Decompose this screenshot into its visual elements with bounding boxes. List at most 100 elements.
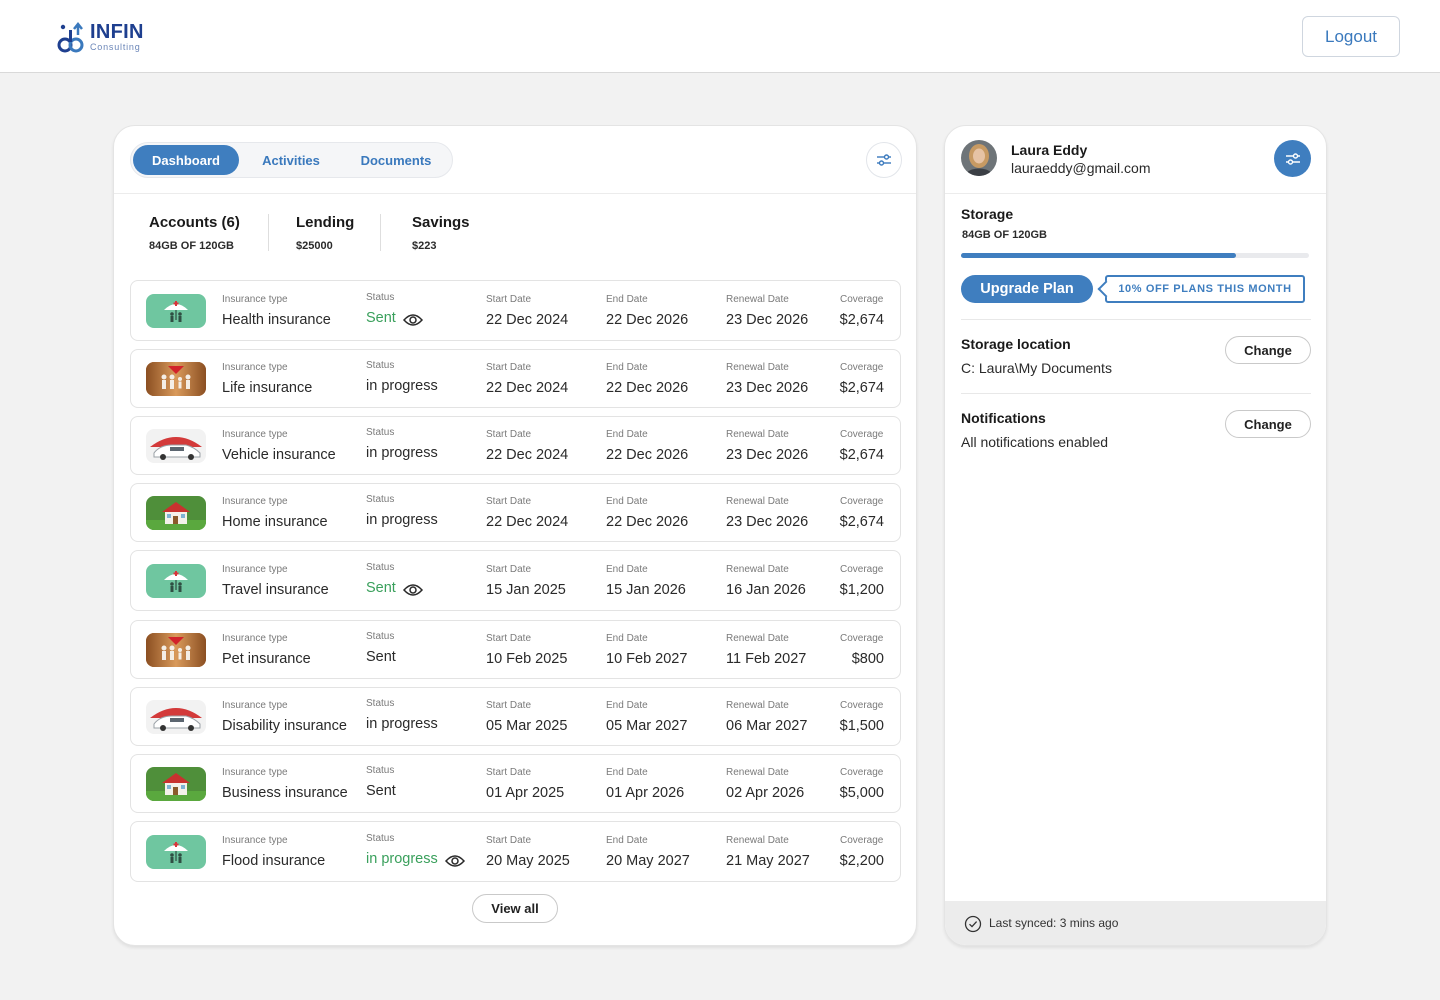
renewal-value: 11 Feb 2027 xyxy=(726,651,807,667)
type-label: Insurance type xyxy=(222,767,288,778)
family-icon xyxy=(146,633,206,667)
type-value: Flood insurance xyxy=(222,853,326,869)
tab-activities[interactable]: Activities xyxy=(262,152,320,168)
status-label: Status xyxy=(366,427,395,438)
policy-row[interactable]: Insurance type Health insurance Status Sent… xyxy=(130,280,901,341)
status-label: Status xyxy=(366,765,395,776)
status-label: Status xyxy=(366,562,395,573)
avatar[interactable] xyxy=(961,140,997,176)
summary-label: Lending xyxy=(296,214,355,231)
policy-row[interactable]: Insurance type Life insurance Status in pro… xyxy=(130,349,901,408)
eye-icon[interactable] xyxy=(402,583,424,597)
house-icon xyxy=(146,496,206,530)
coverage-value: $1,200 xyxy=(839,582,884,598)
filter-button[interactable] xyxy=(866,142,902,178)
summary-lending: Lending $25000 xyxy=(296,214,354,252)
type-label: Insurance type xyxy=(222,362,288,373)
change-notifications-button[interactable]: Change xyxy=(1225,410,1311,438)
status-value: in progress xyxy=(366,716,438,732)
start-value: 01 Apr 2025 xyxy=(486,785,565,801)
end-value: 10 Feb 2027 xyxy=(606,651,688,667)
type-value: Health insurance xyxy=(222,312,331,328)
type-label: Insurance type xyxy=(222,496,288,507)
start-value: 22 Dec 2024 xyxy=(486,447,569,463)
type-label: Insurance type xyxy=(222,633,288,644)
coverage-label: Coverage xyxy=(840,362,884,373)
coverage-label: Coverage xyxy=(840,429,884,440)
summary-value: $223 xyxy=(412,240,437,252)
policy-row[interactable]: Insurance type Home insurance Status in pro… xyxy=(130,483,901,542)
coverage-value: $2,674 xyxy=(839,514,884,530)
renewal-value: 21 May 2027 xyxy=(726,853,810,869)
eye-icon[interactable] xyxy=(402,313,424,327)
policy-row[interactable]: Insurance type Travel insurance Status Sent… xyxy=(130,550,901,611)
storage-progress-bar xyxy=(961,253,1309,258)
status-value: in progress xyxy=(366,512,438,528)
summary-savings: Savings $223 xyxy=(412,214,470,252)
coverage-label: Coverage xyxy=(840,767,884,778)
profile-filter-button[interactable] xyxy=(1274,140,1311,177)
divider xyxy=(961,393,1311,394)
tab-dashboard[interactable]: Dashboard xyxy=(133,145,239,175)
type-value: Travel insurance xyxy=(222,582,329,598)
status-label: Status xyxy=(366,494,395,505)
coverage-value: $2,200 xyxy=(839,853,884,869)
renewal-label: Renewal Date xyxy=(726,700,789,711)
policy-row[interactable]: Insurance type Business insurance Status Se… xyxy=(130,754,901,813)
policy-row[interactable]: Insurance type Pet insurance Status Sent Sta… xyxy=(130,620,901,679)
renewal-label: Renewal Date xyxy=(726,767,789,778)
car-icon xyxy=(146,700,206,734)
renewal-value: 16 Jan 2026 xyxy=(726,582,806,598)
type-value: Business insurance xyxy=(222,785,348,801)
logout-button[interactable]: Logout xyxy=(1302,16,1400,57)
end-value: 22 Dec 2026 xyxy=(606,447,689,463)
coverage-label: Coverage xyxy=(840,700,884,711)
infin-logo[interactable]: INFIN Consulting xyxy=(56,20,144,54)
renewal-label: Renewal Date xyxy=(726,496,789,507)
coverage-label: Coverage xyxy=(840,496,884,507)
status-label: Status xyxy=(366,833,395,844)
policy-row[interactable]: Insurance type Flood insurance Status in pr… xyxy=(130,821,901,882)
renewal-label: Renewal Date xyxy=(726,294,789,305)
coverage-value: $2,674 xyxy=(839,312,884,328)
tab-bar: Dashboard Activities Documents xyxy=(130,142,453,178)
end-value: 22 Dec 2026 xyxy=(606,380,689,396)
end-value: 20 May 2027 xyxy=(606,853,690,869)
renewal-value: 23 Dec 2026 xyxy=(726,514,809,530)
coverage-label: Coverage xyxy=(840,294,884,305)
notifications-value: All notifications enabled xyxy=(961,434,1109,450)
start-label: Start Date xyxy=(486,633,532,644)
status-value: Sent xyxy=(366,310,396,326)
renewal-label: Renewal Date xyxy=(726,564,789,575)
tab-documents[interactable]: Documents xyxy=(360,152,432,168)
coverage-label: Coverage xyxy=(840,564,884,575)
sync-status-bar: Last synced: 3 mins ago xyxy=(945,901,1326,945)
family-icon xyxy=(146,362,206,396)
start-label: Start Date xyxy=(486,564,532,575)
start-label: Start Date xyxy=(486,429,532,440)
view-all-button[interactable]: View all xyxy=(472,894,558,923)
health-icon xyxy=(146,835,206,869)
policy-row[interactable]: Insurance type Disability insurance Status… xyxy=(130,687,901,746)
start-value: 22 Dec 2024 xyxy=(486,312,569,328)
start-value: 10 Feb 2025 xyxy=(486,651,568,667)
policy-row[interactable]: Insurance type Vehicle insurance Status in … xyxy=(130,416,901,475)
renewal-value: 23 Dec 2026 xyxy=(726,380,809,396)
end-label: End Date xyxy=(606,633,648,644)
start-value: 20 May 2025 xyxy=(486,853,570,869)
renewal-value: 06 Mar 2027 xyxy=(726,718,808,734)
renewal-label: Renewal Date xyxy=(726,429,789,440)
end-label: End Date xyxy=(606,496,648,507)
renewal-value: 23 Dec 2026 xyxy=(726,312,809,328)
avatar-image xyxy=(961,140,997,176)
start-value: 22 Dec 2024 xyxy=(486,514,569,530)
upgrade-plan-button[interactable]: Upgrade Plan xyxy=(961,275,1093,303)
eye-icon[interactable] xyxy=(444,854,466,868)
profile-panel: Laura Eddy lauraeddy@gmail.com Storage 8… xyxy=(944,125,1327,946)
coverage-value: $5,000 xyxy=(839,785,884,801)
start-value: 15 Jan 2025 xyxy=(486,582,566,598)
change-storage-location-button[interactable]: Change xyxy=(1225,336,1311,364)
coverage-value: $2,674 xyxy=(839,447,884,463)
type-label: Insurance type xyxy=(222,429,288,440)
logo-mark-icon xyxy=(57,21,84,53)
